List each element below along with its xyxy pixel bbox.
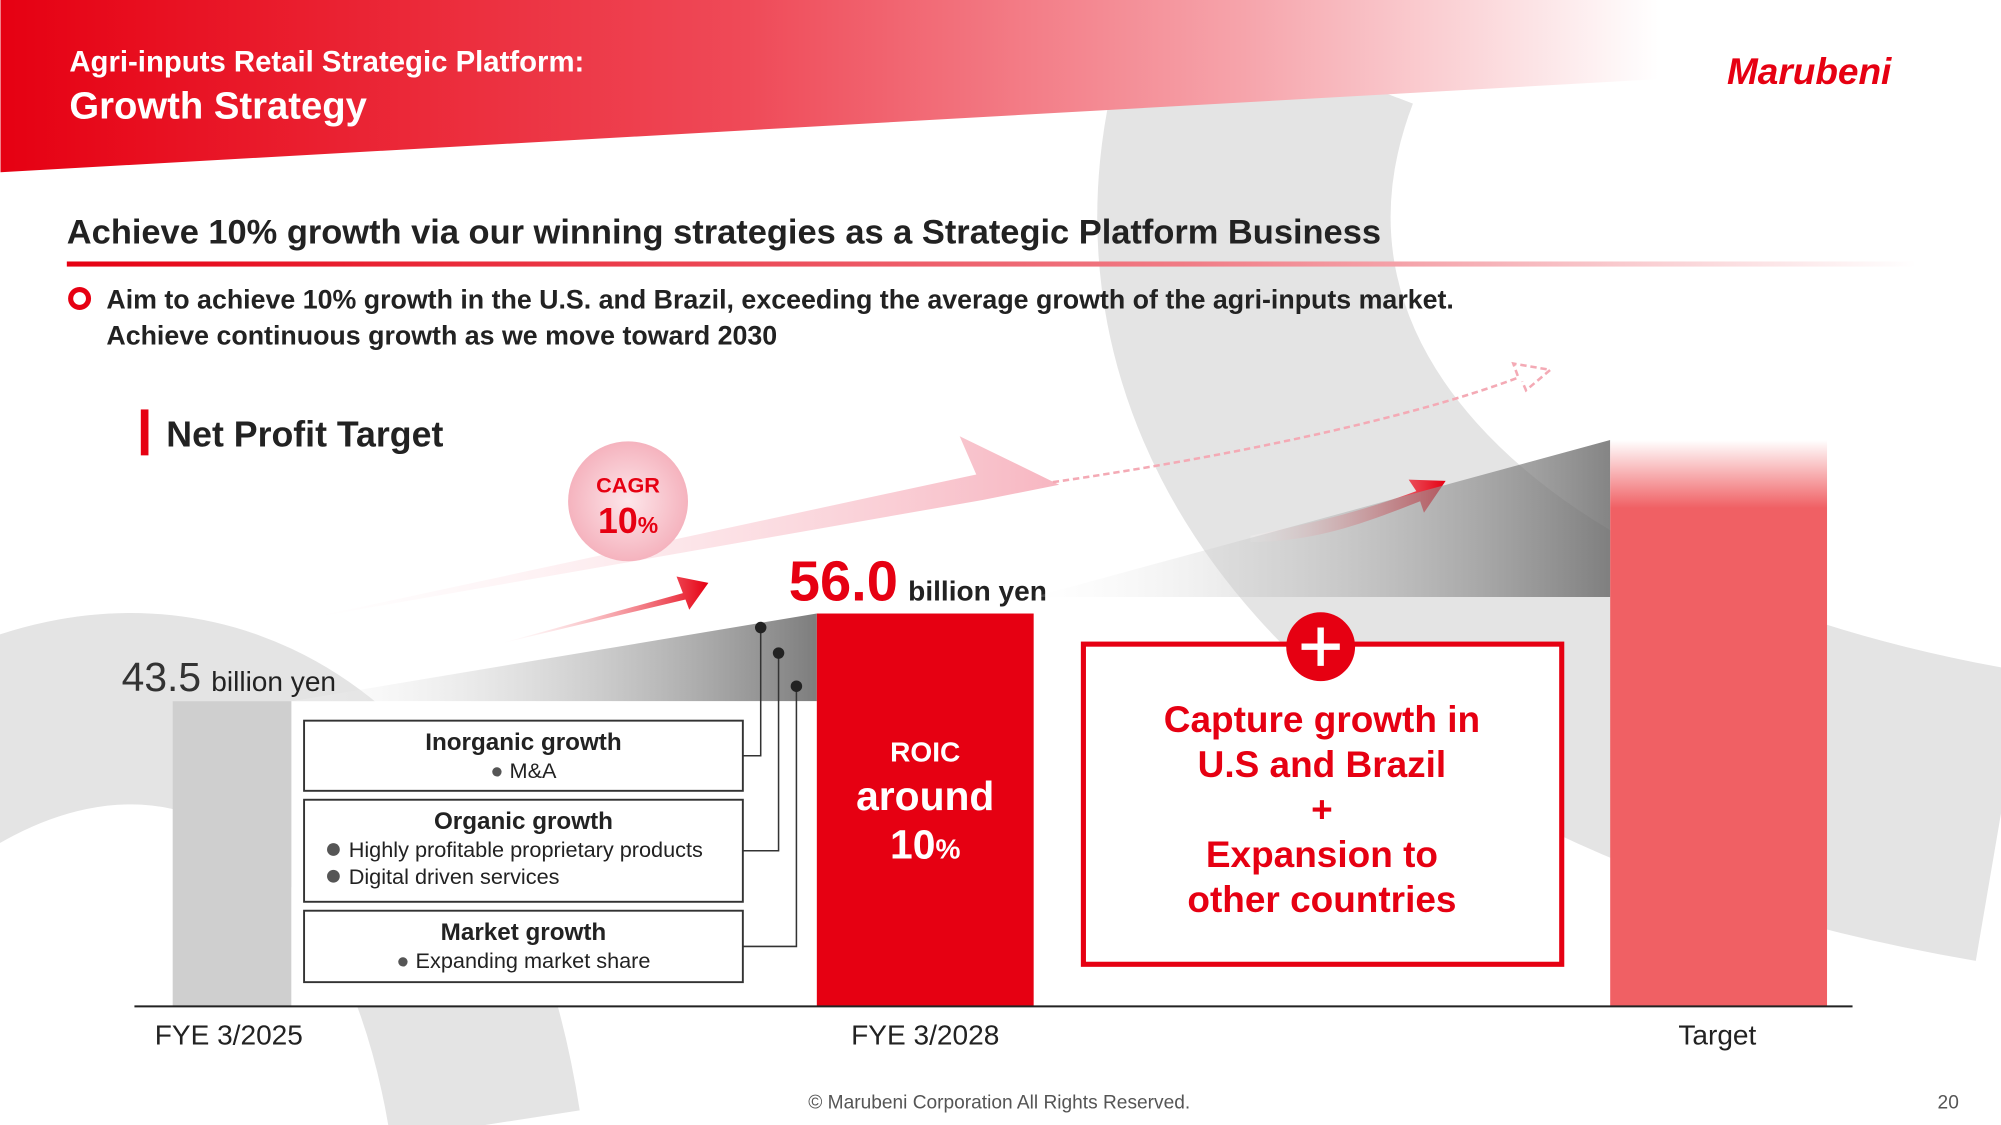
value-number: 56.0 [789, 550, 898, 613]
bullet-dot: ● [396, 948, 415, 973]
connector-dot [772, 647, 785, 659]
connector [742, 686, 798, 948]
roic-label: ROIC [890, 736, 960, 767]
plus-box-line: U.S and Brazil [1198, 744, 1447, 785]
red-arrow [497, 576, 709, 645]
connector [742, 627, 762, 757]
bullet-text: Achieve continuous growth as we move tow… [106, 320, 777, 350]
page-number: 20 [1938, 1092, 1959, 1113]
logo: Marubeni [1727, 51, 1892, 92]
cagr-unit: % [638, 512, 658, 538]
driver-box [303, 798, 744, 903]
plus-box-line: Expansion to [1206, 834, 1438, 875]
driver-title: Inorganic growth [425, 729, 621, 756]
header-band [0, 0, 1659, 173]
header-subtitle: Agri-inputs Retail Strategic Platform: [69, 45, 584, 78]
roic-value: 10% [890, 821, 960, 867]
bullet-dot [327, 869, 340, 883]
driver-item: Digital driven services [349, 864, 560, 889]
section-title: Net Profit Target [166, 414, 443, 454]
section-marker [140, 409, 149, 456]
x-label: FYE 3/2028 [851, 1020, 999, 1051]
growth-wedge [291, 613, 817, 702]
bullet-dot: ● [490, 758, 509, 783]
driver-item: Highly profitable proprietary products [349, 837, 703, 862]
connector-dot [754, 621, 767, 634]
plus-box-line: Capture growth in [1164, 699, 1480, 740]
roic-number: 10 [890, 821, 935, 867]
plus-box-line: other countries [1187, 879, 1456, 920]
driver-item-text: M&A [510, 758, 558, 783]
bullet-dot [327, 843, 340, 856]
bullet-icon [68, 286, 92, 310]
plus-box-text: Capture growth inU.S and Brazil+Expansio… [1164, 699, 1480, 920]
headline-underline [66, 261, 1917, 267]
value-label: 43.5 billion yen [122, 654, 336, 700]
driver-box [303, 719, 744, 792]
future-arrow [1052, 361, 1554, 484]
connector-dot [790, 680, 803, 692]
connector [742, 653, 780, 852]
roic-unit: % [935, 833, 960, 864]
value-label: 56.0 billion yen [789, 550, 1047, 613]
header-title: Growth Strategy [69, 85, 367, 128]
driver-title: Organic growth [434, 808, 613, 835]
value-number: 43.5 [122, 654, 201, 700]
bar [816, 613, 1034, 1007]
footer-copyright: © Marubeni Corporation All Rights Reserv… [808, 1092, 1190, 1113]
bar [172, 701, 292, 1007]
driver-item: ● M&A [490, 758, 557, 783]
target-label: Target [1678, 1020, 1756, 1051]
driver-box [303, 909, 744, 984]
target-bar [1610, 440, 1828, 1007]
x-label: FYE 3/2025 [155, 1020, 303, 1051]
plus-sign [1301, 627, 1340, 666]
driver-item-text: Expanding market share [416, 948, 651, 973]
value-unit: billion yen [211, 666, 336, 697]
cagr-badge [568, 441, 688, 562]
growth-arrow [306, 436, 1060, 619]
cagr-number: 10 [598, 501, 638, 541]
bullet-text: Aim to achieve 10% growth in the U.S. an… [106, 285, 1454, 315]
driver-item: ● Expanding market share [396, 948, 650, 973]
headline: Achieve 10% growth via our winning strat… [67, 214, 1381, 252]
value-unit: billion yen [908, 576, 1047, 607]
driver-title: Market growth [441, 919, 607, 946]
plus-box [1080, 641, 1565, 967]
plus-box-line: + [1311, 789, 1333, 830]
cagr-value: 10% [598, 501, 658, 541]
cagr-label: CAGR [596, 472, 660, 497]
roic-qualifier: around [856, 773, 994, 819]
